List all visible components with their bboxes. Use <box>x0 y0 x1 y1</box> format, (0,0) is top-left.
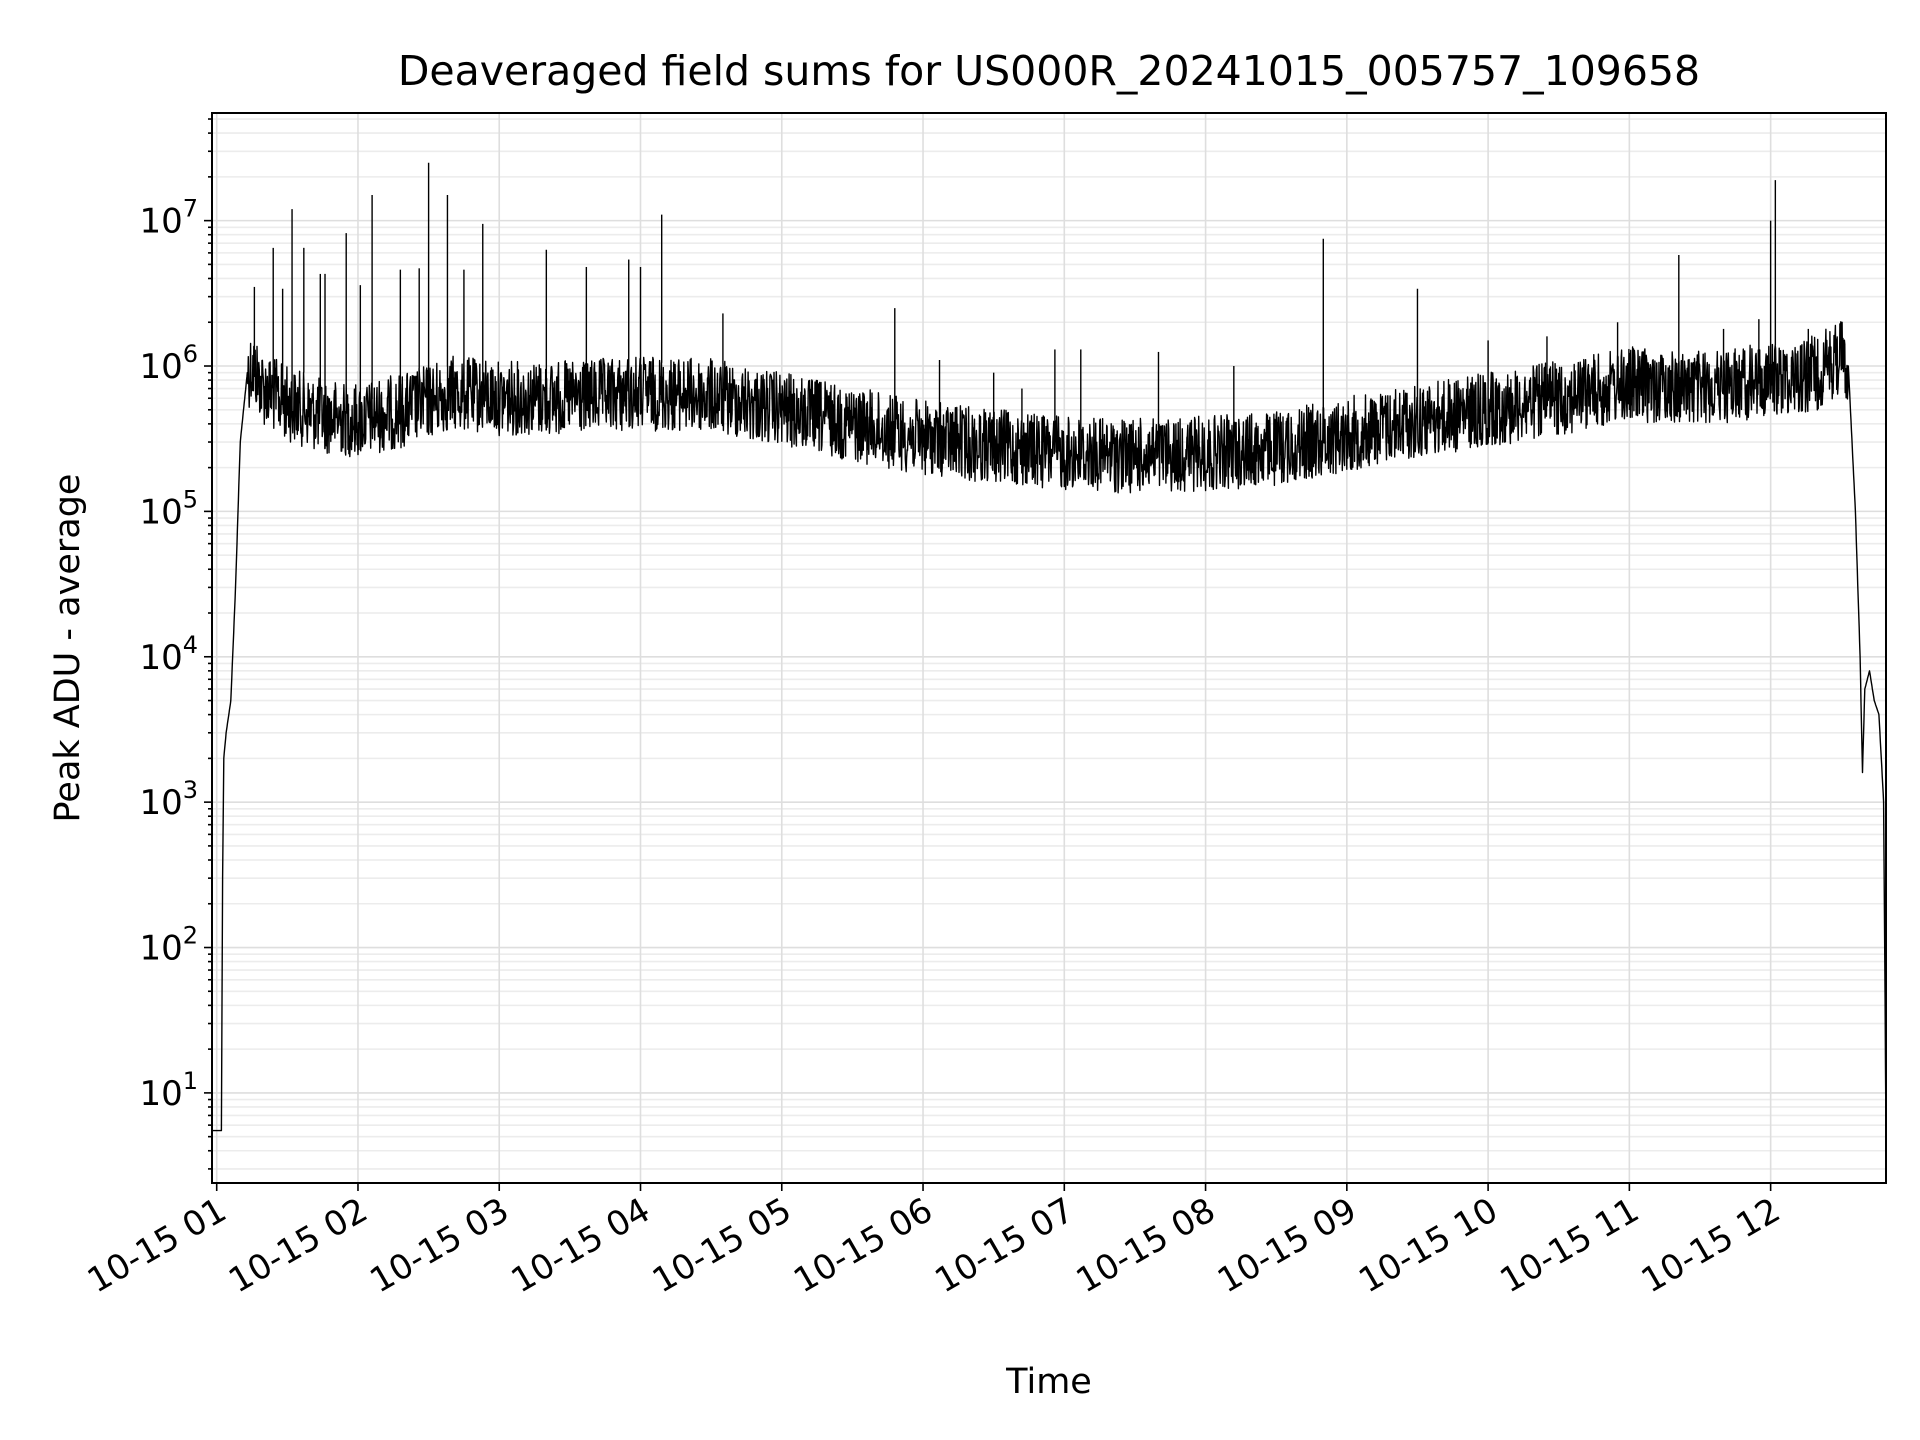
grid-layer <box>212 113 1886 1183</box>
y-tick-label: 105 <box>139 485 198 532</box>
x-axis-label: Time <box>1005 1362 1092 1402</box>
x-tick-label: 10-15 09 <box>1211 1190 1363 1301</box>
x-tick-label: 10-15 03 <box>363 1190 515 1301</box>
series-line <box>211 321 1887 1137</box>
x-tick-label: 10-15 11 <box>1493 1190 1645 1301</box>
x-tick-label: 10-15 06 <box>787 1190 939 1301</box>
y-tick-label: 101 <box>139 1067 198 1114</box>
chart-title: Deaveraged field sums for US000R_2024101… <box>398 47 1700 95</box>
y-tick-label: 103 <box>139 776 198 823</box>
plot-frame <box>211 112 1887 1184</box>
y-tick-label: 106 <box>139 340 198 387</box>
y-tick-label: 102 <box>139 922 198 969</box>
x-tick-label: 10-15 08 <box>1070 1190 1222 1301</box>
x-tick-label: 10-15 05 <box>646 1190 798 1301</box>
series-layer <box>211 162 1887 1137</box>
x-tick-label: 10-15 12 <box>1635 1190 1787 1301</box>
x-tick-label: 10-15 10 <box>1352 1190 1504 1301</box>
x-tick-label: 10-15 02 <box>222 1190 374 1301</box>
y-tick-label: 104 <box>139 631 198 678</box>
y-tick-label: 107 <box>139 195 198 242</box>
x-tick-label: 10-15 07 <box>928 1190 1080 1301</box>
y-axis-label: Peak ADU - average <box>48 474 88 823</box>
x-tick-label: 10-15 04 <box>505 1190 657 1301</box>
x-tick-label: 10-15 01 <box>81 1190 233 1301</box>
